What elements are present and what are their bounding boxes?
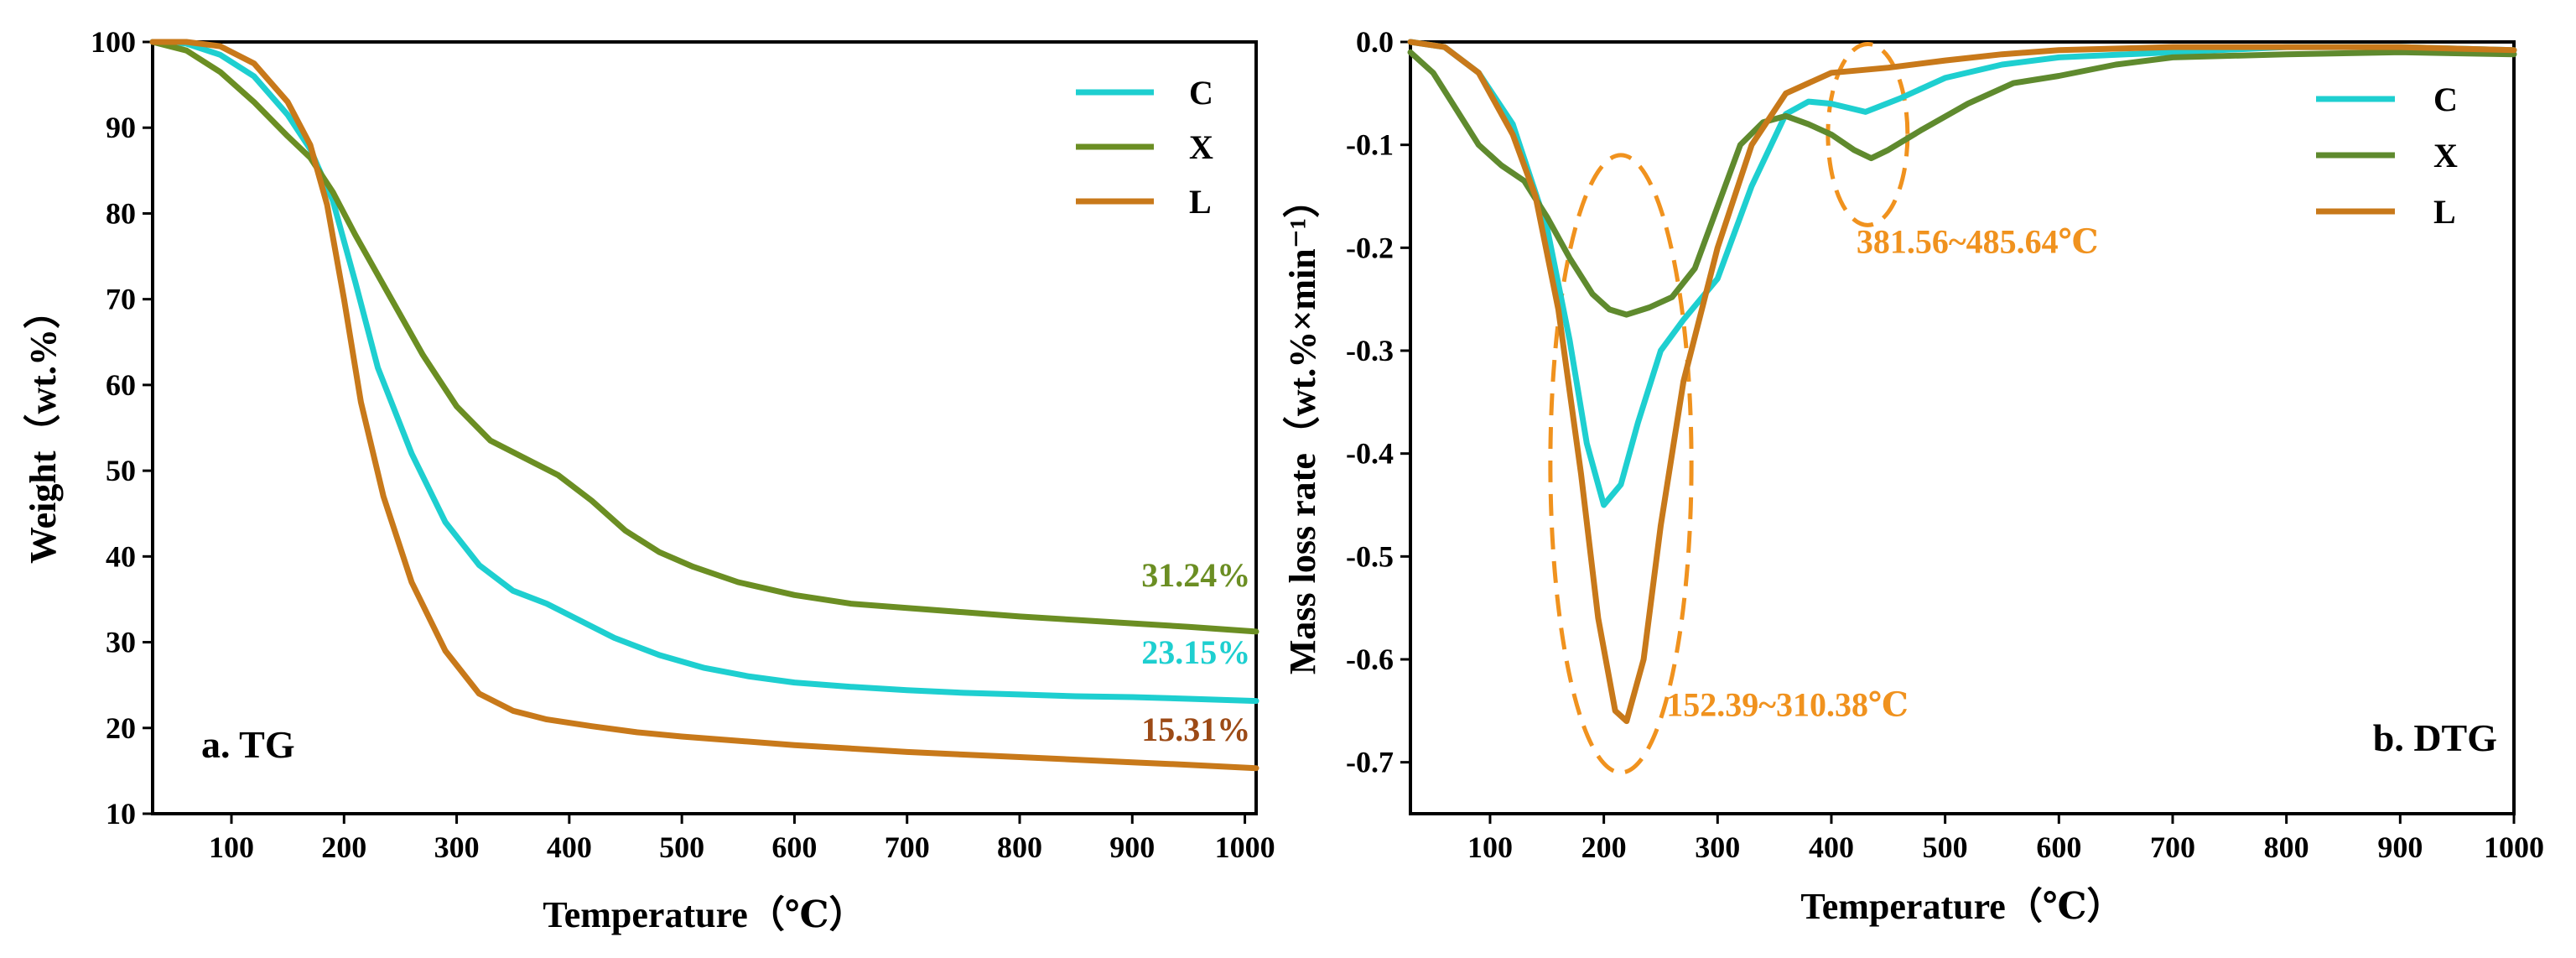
dtg-y-tick-label: -0.1: [1346, 128, 1394, 162]
tg-x-tick-label: 200: [321, 830, 366, 864]
tg-x-tick-label: 100: [209, 830, 254, 864]
dtg-main-peak-region-ellipse: [1548, 153, 1694, 775]
tg-y-tick-label: 30: [106, 626, 136, 659]
tg-x-tick-label: 900: [1109, 830, 1155, 864]
tg-panel: 100 200 300 400 500 600 700 800 900 1000 10 20 30 40 5…: [23, 25, 1275, 935]
tg-y-tick-label: 40: [106, 539, 136, 573]
dtg-x-tick-label: 1000: [2484, 830, 2544, 864]
dtg-x-tick-label: 600: [2036, 830, 2081, 864]
dtg-y-tick-label: -0.6: [1346, 643, 1394, 676]
tg-y-tick-label: 20: [106, 711, 136, 745]
dtg-series-lines: [1407, 39, 2517, 725]
tg-annotation-label: 15.31%: [1141, 711, 1250, 748]
tg-x-tick-label: 400: [547, 830, 592, 864]
dtg-y-axis-title: Mass loss rate（wt.%×min⁻¹）: [1282, 181, 1323, 674]
tg-y-tick-label: 10: [106, 797, 136, 830]
dtg-x-tick-label: 400: [1809, 830, 1854, 864]
dtg-x-tick-label: 700: [2150, 830, 2195, 864]
tg-legend-label-x: X: [1189, 128, 1213, 166]
dtg-x-axis-title: Temperature（℃）: [1800, 886, 2123, 927]
dtg-x-tick-label: 800: [2264, 830, 2309, 864]
tg-panel-label: a. TG: [201, 723, 295, 766]
tg-legend-label-c: C: [1189, 74, 1213, 112]
tg-x-tick-label: 700: [885, 830, 930, 864]
dtg-x-tick-label: 300: [1695, 830, 1740, 864]
dtg-x-tick-label: 100: [1467, 830, 1513, 864]
tg-legend: C X L: [1076, 74, 1213, 221]
dtg-y-tick-label: -0.3: [1346, 334, 1394, 367]
tg-y-axis-title: Weight（wt.%）: [23, 292, 64, 564]
tg-annotation-label: 31.24%: [1141, 556, 1250, 594]
dtg-legend-label-c: C: [2433, 81, 2458, 118]
dtg-y-tick-label: -0.2: [1346, 231, 1394, 264]
dtg-legend-label-x: X: [2433, 137, 2458, 174]
tg-y-tick-label: 80: [106, 196, 136, 230]
dtg-annotations: 152.39~310.38℃ 381.56~485.64℃: [1666, 222, 2098, 723]
dtg-legend: C X L: [2316, 81, 2458, 231]
tg-y-tick-label: 90: [106, 111, 136, 144]
dtg-x-tick-label: 500: [1923, 830, 1968, 864]
tg-x-tick-label: 600: [771, 830, 817, 864]
dtg-x-tick-label: 200: [1581, 830, 1627, 864]
dtg-y-tick-label: -0.7: [1346, 746, 1394, 779]
dtg-x-tick-label: 900: [2377, 830, 2423, 864]
dtg-ticks: 100 200 300 400 500 600 700 800 900 1000 0.0 -0.1 -0…: [1346, 25, 2544, 864]
tg-annotations: 31.24% 23.15% 15.31%: [1141, 556, 1250, 748]
tg-x-tick-label: 500: [659, 830, 704, 864]
dtg-panel-label: b. DTG: [2373, 716, 2497, 759]
dtg-y-tick-label: 0.0: [1356, 25, 1394, 59]
dtg-series-line-c: [1407, 39, 2517, 508]
tg-series-line-l: [149, 39, 1259, 772]
tg-x-tick-label: 300: [434, 830, 480, 864]
dtg-panel: 100 200 300 400 500 600 700 800 900 1000 0.0 -0.1 -0…: [1282, 25, 2544, 927]
dtg-annotation-label: 381.56~485.64℃: [1857, 222, 2099, 260]
tg-x-tick-label: 1000: [1215, 830, 1275, 864]
tg-series-line-x: [149, 39, 1259, 635]
tg-y-tick-label: 70: [106, 283, 136, 316]
tg-x-tick-label: 800: [997, 830, 1042, 864]
tg-annotation-label: 23.15%: [1141, 633, 1250, 671]
tg-ticks: 100 200 300 400 500 600 700 800 900 1000 10 20 30 40 5…: [91, 25, 1275, 864]
tg-x-axis-title: Temperature（℃）: [543, 894, 865, 935]
dtg-plot-frame: [1409, 40, 2516, 815]
dtg-y-tick-label: -0.4: [1346, 437, 1394, 471]
tg-y-tick-label: 100: [91, 25, 136, 59]
tg-series-line-c: [149, 39, 1259, 705]
dtg-series-line-l: [1407, 39, 2517, 725]
tg-y-tick-label: 50: [106, 454, 136, 487]
dtg-series-line-x: [1407, 49, 2517, 318]
dtg-y-tick-label: -0.5: [1346, 539, 1394, 573]
dtg-legend-label-l: L: [2433, 193, 2456, 231]
tg-legend-label-l: L: [1189, 183, 1212, 221]
tg-y-tick-label: 60: [106, 368, 136, 402]
dtg-annotation-label: 152.39~310.38℃: [1666, 685, 1909, 723]
tg-plot-frame: [151, 40, 1258, 815]
tg-series-lines: [149, 39, 1259, 772]
